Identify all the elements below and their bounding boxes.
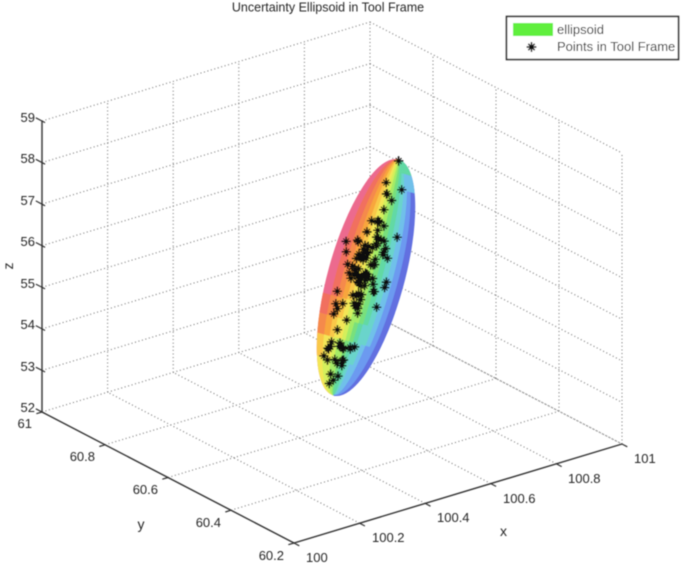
svg-text:Uncertainty Ellipsoid in Tool: Uncertainty Ellipsoid in Tool Frame (232, 1, 424, 15)
svg-text:100: 100 (306, 550, 328, 564)
svg-text:60.8: 60.8 (70, 449, 95, 464)
svg-text:55: 55 (21, 276, 35, 291)
svg-text:53: 53 (21, 359, 35, 374)
svg-text:z: z (0, 263, 16, 270)
svg-text:61: 61 (18, 416, 32, 431)
svg-text:58: 58 (21, 151, 35, 166)
svg-text:100.8: 100.8 (568, 471, 601, 486)
svg-text:100.2: 100.2 (372, 530, 405, 545)
svg-text:x: x (500, 523, 507, 539)
svg-text:Points in Tool Frame: Points in Tool Frame (557, 39, 675, 54)
svg-text:60.6: 60.6 (133, 482, 158, 497)
svg-text:101: 101 (634, 451, 656, 466)
svg-text:60.4: 60.4 (196, 515, 221, 530)
svg-text:56: 56 (21, 234, 35, 249)
svg-text:60.2: 60.2 (259, 548, 284, 563)
svg-text:54: 54 (21, 317, 35, 332)
svg-text:ellipsoid: ellipsoid (557, 22, 604, 37)
svg-text:59: 59 (21, 110, 35, 125)
svg-text:100.6: 100.6 (503, 491, 536, 506)
svg-text:y: y (138, 516, 145, 532)
svg-text:57: 57 (21, 193, 35, 208)
svg-text:52: 52 (21, 400, 35, 415)
svg-text:100.4: 100.4 (437, 510, 470, 525)
